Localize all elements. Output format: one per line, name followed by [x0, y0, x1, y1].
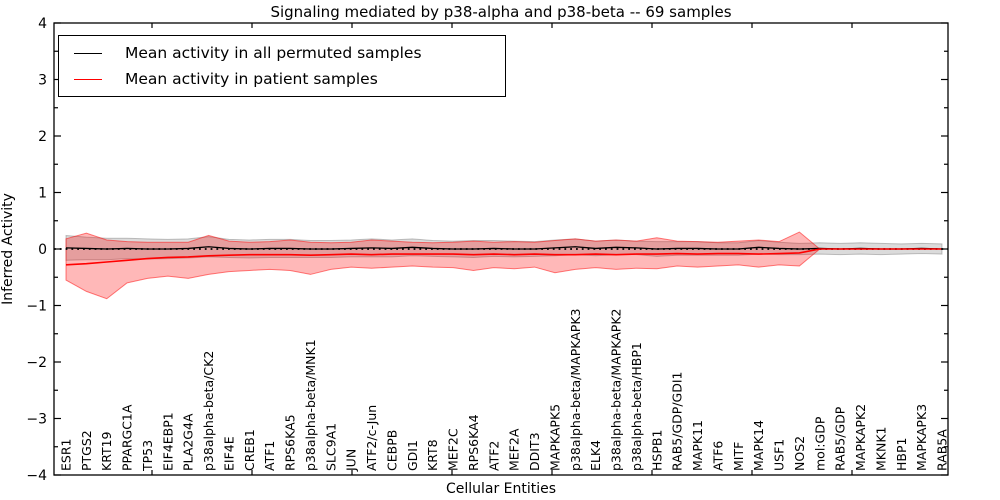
x-tick-label: JUN	[344, 449, 359, 472]
y-tick-label: 1	[38, 186, 47, 202]
x-tick-label: ATF6	[710, 441, 725, 471]
legend-line-patient	[74, 78, 102, 80]
legend-line-permuted	[74, 52, 102, 54]
x-tick-label: MAPK11	[690, 420, 705, 471]
legend-label-permuted: Mean activity in all permuted samples	[125, 44, 422, 62]
x-tick-label: ATF2/c-Jun	[364, 405, 379, 471]
y-tick-label: −1	[26, 299, 47, 315]
x-tick-label: mol:GDP	[812, 416, 827, 471]
x-tick-label: EIF4E	[221, 436, 236, 471]
x-tick-label: RPS6KA5	[283, 414, 298, 471]
x-tick-label: p38alpha-beta/CK2	[201, 351, 216, 471]
x-tick-label: CREB1	[242, 429, 257, 471]
x-tick-label: RPS6KA4	[466, 414, 481, 471]
legend-label-patient: Mean activity in patient samples	[125, 70, 378, 88]
x-tick-label: MAPKAPK5	[547, 404, 562, 471]
x-tick-label: DDIT3	[527, 432, 542, 471]
y-tick-label: −4	[26, 468, 47, 484]
legend-entry-permuted: Mean activity in all permuted samples	[59, 40, 505, 66]
x-tick-label: PLA2G4A	[181, 413, 196, 471]
x-tick-label: p38alpha-beta/MAPKAPK3	[568, 309, 583, 472]
y-tick-label: −3	[26, 412, 47, 428]
x-tick-label: HBP1	[894, 438, 909, 471]
x-tick-label: KRT19	[99, 431, 114, 471]
x-tick-label: p38alpha-beta/MAPKAPK2	[609, 309, 624, 472]
y-tick-label: 3	[38, 73, 47, 89]
x-tick-label: ESR1	[59, 439, 74, 471]
legend: Mean activity in all permuted samples Me…	[58, 35, 506, 97]
y-tick-label: 0	[38, 242, 47, 258]
y-tick-label: 4	[38, 16, 47, 32]
x-tick-label: ATF1	[262, 441, 277, 471]
x-tick-label: HSPB1	[649, 430, 664, 471]
legend-entry-patient: Mean activity in patient samples	[59, 66, 505, 92]
x-tick-label: p38alpha-beta/HBP1	[629, 342, 644, 471]
x-tick-label: ELK4	[588, 440, 603, 471]
x-tick-label: RAB5/GDP	[833, 406, 848, 471]
patient-mean-line	[65, 248, 942, 266]
x-tick-label: p38alpha-beta/MNK1	[303, 339, 318, 471]
x-tick-label: RAB5A	[935, 429, 950, 471]
x-tick-label: MAPKAPK3	[914, 404, 929, 471]
x-tick-label: SLC9A1	[323, 423, 338, 471]
patient-samples-band	[65, 231, 942, 300]
x-tick-label: ATF2	[486, 441, 501, 471]
x-tick-label: MKNK1	[873, 427, 888, 471]
x-tick-label: KRT8	[425, 439, 440, 471]
x-tick-label: MAPKAPK2	[853, 404, 868, 471]
y-axis-label: Inferred Activity	[0, 193, 16, 305]
x-tick-label: CEBPB	[384, 430, 399, 471]
y-tick-label: 2	[38, 129, 47, 145]
chart-title: Signaling mediated by p38-alpha and p38-…	[270, 3, 732, 21]
x-tick-label: RAB5/GDP/GDI1	[670, 372, 685, 471]
y-tick-label: −2	[26, 355, 47, 371]
x-tick-label: MEF2A	[507, 428, 522, 471]
x-tick-label: TP53	[140, 440, 155, 472]
x-tick-label: PTGS2	[79, 430, 94, 471]
x-tick-label: EIF4EBP1	[160, 412, 175, 471]
permuted-mean-line	[65, 246, 943, 250]
x-tick-label: USF1	[772, 439, 787, 471]
x-tick-label: GDI1	[405, 440, 420, 471]
x-tick-label: PPARGC1A	[120, 404, 135, 471]
x-tick-label: MAPK14	[751, 420, 766, 471]
x-tick-label: MEF2C	[446, 428, 461, 471]
x-tick-label: MITF	[731, 442, 746, 471]
x-tick-label: NOS2	[792, 436, 807, 471]
x-axis-label: Cellular Entities	[445, 481, 557, 497]
